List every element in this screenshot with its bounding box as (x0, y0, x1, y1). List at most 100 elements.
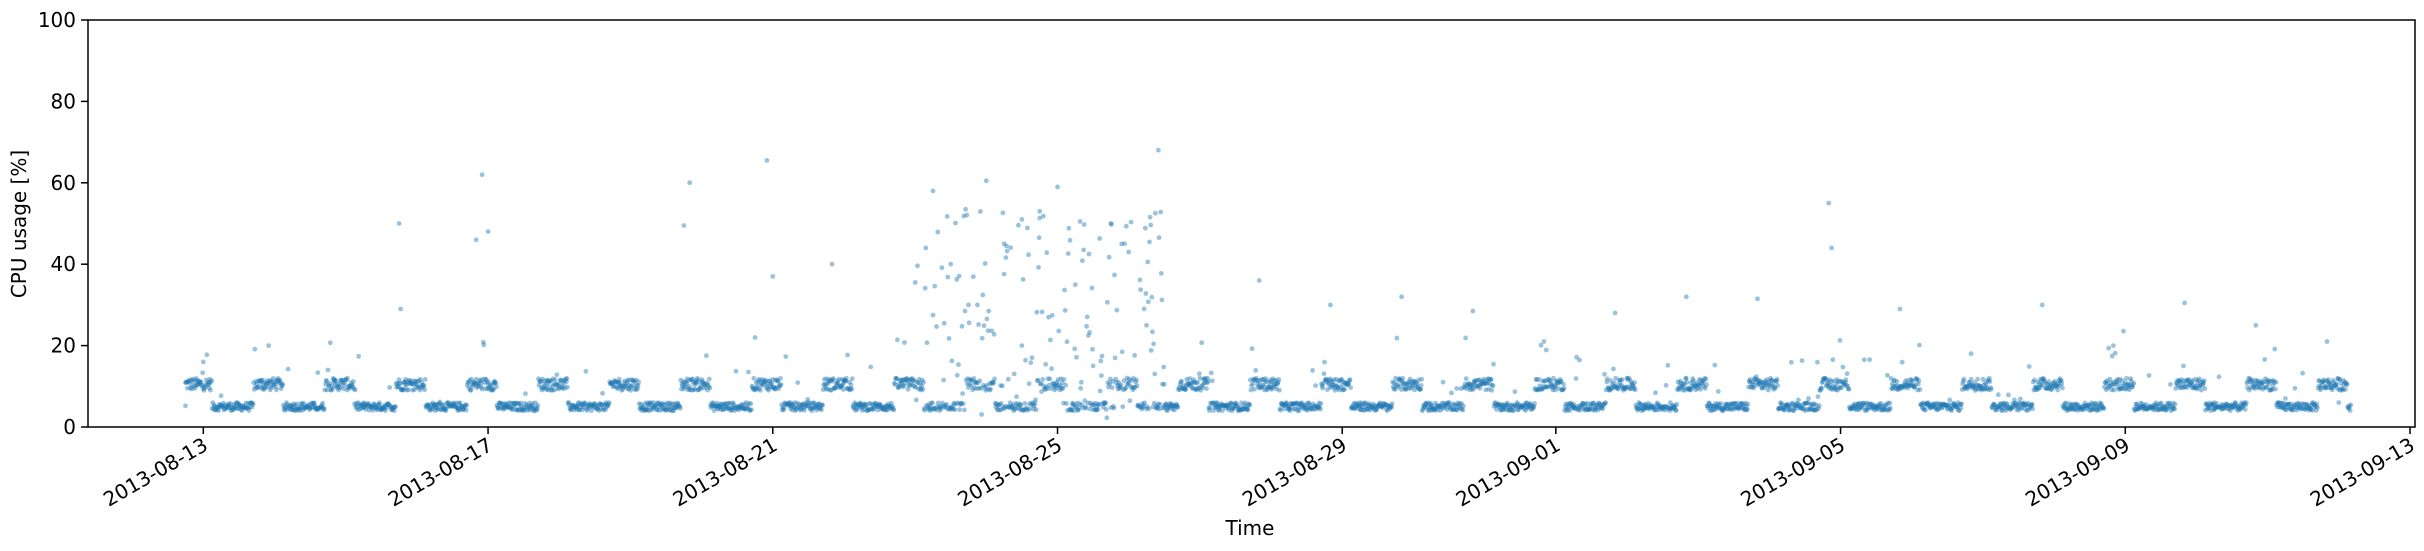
data-point (425, 403, 431, 408)
data-point (568, 407, 573, 413)
data-point (960, 391, 965, 396)
data-point (722, 403, 728, 408)
data-point (835, 378, 840, 384)
data-point (200, 386, 206, 392)
data-point (1577, 357, 1582, 363)
data-point (1114, 307, 1120, 313)
data-point (480, 339, 486, 345)
data-point (1144, 404, 1150, 410)
data-point (967, 377, 973, 383)
data-point (1167, 401, 1172, 406)
data-point (263, 384, 268, 390)
data-point (667, 400, 673, 406)
data-point (258, 377, 264, 383)
data-point (421, 384, 426, 390)
data-point (248, 400, 254, 406)
data-point (583, 368, 589, 374)
data-point (1168, 403, 1174, 408)
data-point (1166, 404, 1172, 409)
data-point (915, 263, 920, 269)
data-point (312, 403, 318, 409)
data-point (813, 402, 819, 408)
data-point (991, 331, 997, 337)
data-point (1067, 237, 1073, 243)
data-point (1072, 346, 1078, 352)
data-point (523, 405, 529, 410)
data-point (190, 376, 196, 382)
data-point (711, 400, 716, 406)
y-tick-label: 80 (51, 89, 76, 113)
data-point (437, 399, 443, 405)
data-point (507, 405, 512, 411)
data-point (332, 378, 338, 384)
data-point (285, 366, 291, 372)
data-point (380, 405, 385, 411)
data-point (978, 209, 983, 214)
data-point (465, 380, 471, 385)
data-point (1102, 400, 1108, 406)
data-point (2039, 302, 2045, 308)
data-point (715, 406, 720, 412)
data-point (699, 380, 705, 385)
data-point (1958, 405, 1964, 411)
data-point (2336, 400, 2342, 405)
data-point (1016, 401, 1022, 407)
data-point (1347, 377, 1353, 383)
data-point (1101, 400, 1107, 406)
data-point (1053, 385, 1059, 391)
data-point (899, 381, 905, 387)
data-point (872, 400, 878, 406)
data-point (1665, 362, 1671, 368)
data-point (581, 400, 587, 405)
scatter-points (183, 147, 2354, 421)
data-point (1775, 383, 1781, 388)
data-point (1100, 404, 1106, 410)
data-point (755, 379, 761, 385)
data-point (763, 385, 769, 391)
data-point (547, 385, 553, 391)
data-point (1103, 400, 1108, 406)
data-point (686, 378, 691, 384)
data-point (432, 404, 438, 409)
data-point (1088, 400, 1094, 406)
data-point (830, 376, 836, 382)
data-point (1179, 378, 1184, 384)
data-point (959, 323, 965, 329)
data-point (1066, 225, 1072, 231)
data-point (726, 401, 732, 406)
data-point (386, 401, 391, 406)
data-point (551, 382, 557, 387)
data-point (390, 407, 395, 413)
data-point (1110, 379, 1116, 384)
data-point (1007, 404, 1012, 410)
data-point (1083, 405, 1089, 411)
data-point (742, 406, 748, 412)
data-point (628, 387, 634, 393)
data-point (930, 400, 935, 406)
data-point (208, 387, 213, 393)
data-point (1861, 357, 1867, 363)
data-point (635, 383, 641, 389)
data-point (1091, 407, 1097, 413)
data-point (598, 405, 604, 411)
data-point (926, 402, 932, 407)
data-point (716, 406, 722, 411)
data-point (329, 387, 334, 393)
data-point (1096, 402, 1101, 407)
data-point (794, 406, 799, 412)
data-point (652, 403, 658, 408)
data-point (746, 369, 751, 375)
data-point (2347, 408, 2353, 413)
data-point (812, 404, 818, 410)
data-point (293, 408, 299, 413)
data-point (349, 382, 354, 388)
data-point (906, 383, 912, 389)
data-point (240, 404, 245, 410)
data-point (512, 400, 518, 406)
data-point (1035, 378, 1040, 383)
data-point (1204, 386, 1209, 391)
data-point (238, 402, 244, 408)
data-point (790, 407, 795, 413)
data-point (529, 403, 534, 409)
